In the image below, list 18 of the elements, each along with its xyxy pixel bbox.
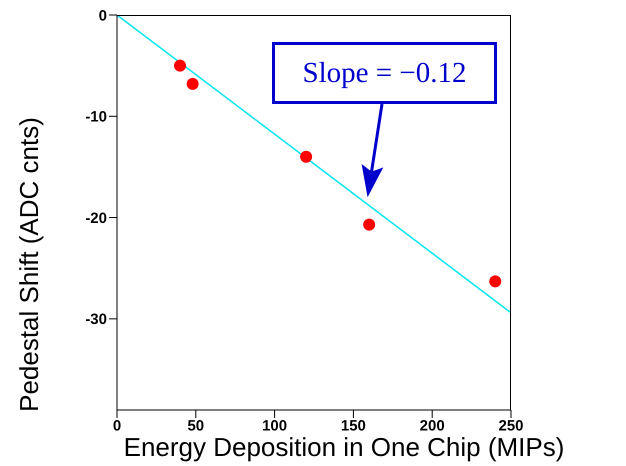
y-tick-label: -10 <box>85 108 107 126</box>
point <box>174 60 186 72</box>
x-tick-label: 200 <box>420 418 445 435</box>
x-tick-label: 50 <box>187 418 204 435</box>
point <box>489 275 502 288</box>
x-tick-label: 150 <box>340 418 366 435</box>
y-tick-label: -30 <box>85 311 107 328</box>
x-axis-title: Energy Deposition in One Chip (MIPs) <box>124 432 564 462</box>
point <box>186 78 199 90</box>
y-axis-title: Pedestal Shift (ADC cnts) <box>14 117 44 412</box>
point <box>300 150 312 163</box>
x-tick-label: 100 <box>262 418 288 435</box>
point <box>363 218 376 231</box>
annotation: Slope = −0.12 <box>272 42 497 104</box>
y-tick-label: 0 <box>98 7 107 24</box>
x-tick-label: 250 <box>498 418 524 435</box>
x-tick-label: 0 <box>112 418 122 435</box>
y-tick-label: -20 <box>85 210 107 227</box>
